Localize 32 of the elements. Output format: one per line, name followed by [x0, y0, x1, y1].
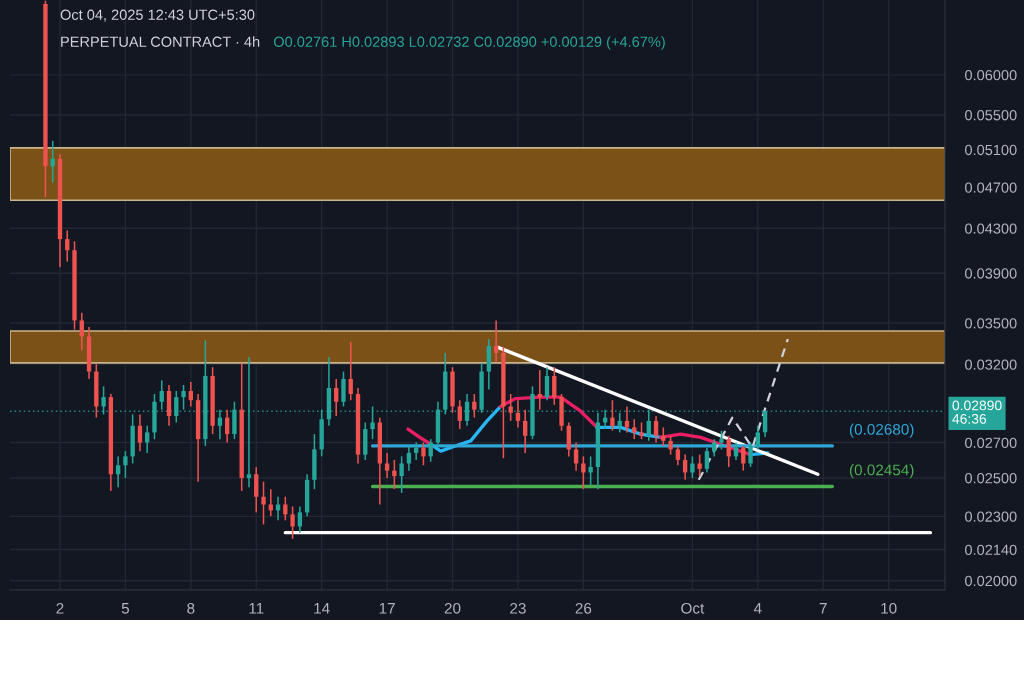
series-label: (0.02680) — [849, 423, 914, 438]
ref-line-label: 0.02890 46:36 — [952, 400, 1002, 424]
y-tick-label: 0.04300 — [965, 223, 1017, 234]
annotation: Oct 04, 2025 12:43 UTC+5:30 — [60, 9, 255, 22]
x-tick-label: 26 — [575, 602, 592, 614]
annotation: O0.02761 H0.02893 L0.02732 C0.02890 +0.00129 (+4.67%) — [273, 36, 665, 50]
x-tick-label: 17 — [379, 603, 395, 614]
y-tick-label: 0.03500 — [965, 318, 1017, 329]
y-tick-label: 0.02700 — [965, 437, 1017, 448]
y-tick-label: 0.03200 — [965, 359, 1017, 370]
y-tick-label: 0.02000 — [965, 575, 1017, 587]
x-tick-label: 23 — [510, 602, 526, 614]
x-tick-label: 7 — [819, 603, 827, 614]
y-tick-label: 0.05100 — [965, 144, 1017, 156]
x-tick-label: 14 — [314, 603, 330, 614]
x-tick-label: 4 — [753, 603, 762, 614]
y-tick-label: 0.06000 — [965, 70, 1017, 81]
y-tick-label: 0.02140 — [965, 544, 1017, 555]
series-label: (0.02454) — [849, 464, 914, 479]
y-tick-label: 0.02300 — [965, 511, 1017, 522]
x-tick-label: 20 — [444, 602, 461, 614]
x-tick-label: 10 — [881, 602, 897, 614]
x-tick-label: Oct — [681, 602, 705, 614]
y-tick-label: 0.03900 — [965, 268, 1017, 279]
x-tick-label: 5 — [121, 603, 130, 614]
x-tick-label: 2 — [56, 602, 64, 614]
y-tick-label: 0.02500 — [965, 473, 1017, 484]
y-tick-label: 0.05500 — [965, 110, 1017, 121]
y-tick-label: 0.04700 — [965, 182, 1017, 193]
x-tick-label: 8 — [187, 602, 195, 614]
x-tick-label: 11 — [249, 603, 264, 614]
text: PERPETUAL CONTRACT · 4h — [61, 36, 260, 47]
